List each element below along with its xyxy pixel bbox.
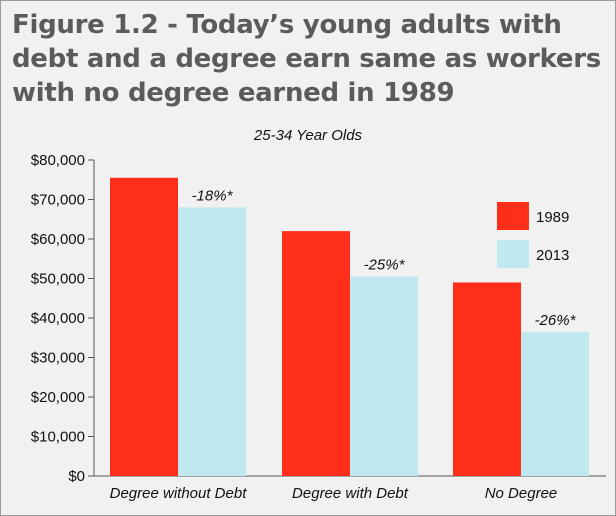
y-tick-label: $50,000 xyxy=(31,271,85,288)
legend: 1989 2013 xyxy=(497,202,569,268)
chart-title: 25-34 Year Olds xyxy=(253,127,363,144)
y-tick-label: $60,000 xyxy=(31,231,85,248)
bar-1989-0 xyxy=(110,177,178,476)
x-tick-label: Degree with Debt xyxy=(292,485,409,502)
legend-swatch-1989 xyxy=(497,202,529,230)
y-tick-label: $80,000 xyxy=(31,152,85,169)
figure-title: Figure 1.2 - Today’s young adults with d… xyxy=(12,10,601,108)
y-tick-label: $20,000 xyxy=(31,389,85,406)
data-label: -25%* xyxy=(364,257,406,274)
y-tick-label: $70,000 xyxy=(31,192,85,209)
y-tick-label: $10,000 xyxy=(31,429,85,446)
legend-swatch-2013 xyxy=(497,240,529,268)
data-label: -26%* xyxy=(535,312,577,329)
y-tick-label: $0 xyxy=(68,468,85,485)
bar-2013-2 xyxy=(521,331,589,476)
bar-1989-1 xyxy=(282,231,350,476)
data-label: -18%* xyxy=(192,187,234,204)
y-tick-label: $30,000 xyxy=(31,350,85,367)
x-tick-label: No Degree xyxy=(485,485,558,502)
legend-label: 1989 xyxy=(536,209,569,226)
y-tick-label: $40,000 xyxy=(31,310,85,327)
bar-1989-2 xyxy=(453,282,521,476)
bar-2013-1 xyxy=(350,276,418,476)
x-tick-label: Degree without Debt xyxy=(110,485,248,502)
bar-2013-0 xyxy=(178,207,246,476)
legend-label: 2013 xyxy=(536,247,569,264)
